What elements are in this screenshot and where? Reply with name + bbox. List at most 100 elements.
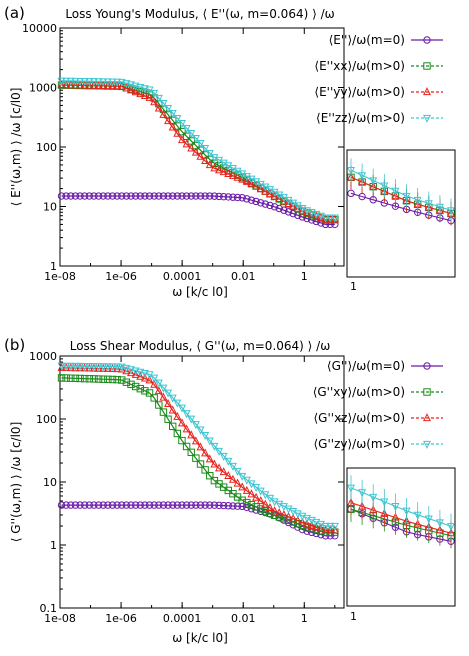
y-axis-label-a: ⟨ E''(ω,m) ⟩ /ω [c/l0] bbox=[9, 88, 23, 207]
data-point-a-3 bbox=[191, 135, 200, 144]
legend-marker-b-1 bbox=[423, 388, 431, 396]
data-point-b-2 bbox=[108, 363, 117, 372]
data-point-b-0 bbox=[57, 501, 66, 509]
data-point-b-2 bbox=[321, 525, 330, 534]
data-point-a-2 bbox=[293, 203, 302, 212]
y-tick-label-a: 100 bbox=[36, 141, 57, 154]
inset-point-b-3 bbox=[380, 498, 389, 507]
data-point-a-0 bbox=[266, 201, 274, 210]
data-point-a-2 bbox=[303, 208, 312, 217]
data-point-a-0 bbox=[219, 192, 228, 201]
data-point-b-3 bbox=[127, 366, 136, 375]
chart-title-b: Loss Shear Modulus, ⟨ G''(ω, m=0.064) ⟩ … bbox=[70, 339, 331, 353]
inset-point-a-3 bbox=[358, 172, 367, 181]
data-point-a-0 bbox=[178, 192, 186, 200]
data-point-b-2 bbox=[150, 379, 159, 388]
data-point-a-2 bbox=[164, 116, 173, 125]
data-point-b-2 bbox=[103, 363, 112, 372]
data-point-a-0 bbox=[284, 208, 293, 216]
data-point-b-0 bbox=[67, 501, 75, 509]
data-point-a-3 bbox=[103, 78, 112, 87]
data-point-a-2 bbox=[307, 209, 316, 218]
data-point-b-3 bbox=[233, 467, 242, 476]
data-point-b-2 bbox=[270, 506, 279, 515]
chart-title-a: Loss Young's Modulus, ⟨ E''(ω, m=0.064) … bbox=[65, 7, 334, 21]
data-point-b-2 bbox=[122, 366, 131, 375]
legend-marker-a-0 bbox=[423, 36, 431, 44]
inset-point-b-3 bbox=[424, 515, 433, 524]
data-point-b-1 bbox=[71, 374, 80, 383]
data-point-b-0 bbox=[219, 501, 228, 510]
y-tick-label-a: 1000 bbox=[29, 82, 57, 95]
data-point-b-2 bbox=[136, 371, 145, 380]
data-point-a-0 bbox=[182, 192, 191, 200]
data-point-a-0 bbox=[201, 192, 209, 200]
inset-line-a-0 bbox=[350, 192, 452, 222]
data-point-b-3 bbox=[330, 522, 339, 531]
data-point-a-2 bbox=[210, 163, 219, 172]
data-point-a-2 bbox=[205, 160, 214, 169]
data-point-b-3 bbox=[66, 362, 75, 371]
data-point-b-0 bbox=[164, 501, 172, 509]
data-point-b-2 bbox=[224, 470, 233, 479]
data-point-a-0 bbox=[150, 192, 158, 200]
data-point-a-0 bbox=[238, 194, 246, 202]
legend-label-b-3: ⟨G''zy⟩/ω(m>0) bbox=[314, 437, 406, 451]
y-tick-label-b: 100 bbox=[36, 413, 57, 426]
data-point-b-3 bbox=[168, 394, 177, 403]
inset-point-a-3 bbox=[424, 200, 433, 209]
data-point-b-2 bbox=[113, 364, 122, 373]
data-point-b-3 bbox=[326, 522, 335, 531]
data-point-b-2 bbox=[159, 392, 168, 401]
data-point-b-0 bbox=[159, 501, 168, 509]
data-point-a-2 bbox=[122, 83, 131, 92]
data-point-a-3 bbox=[99, 78, 108, 87]
inset-point-a-3 bbox=[435, 203, 444, 212]
data-point-a-3 bbox=[205, 149, 214, 159]
x-tick-label-a: 1e-06 bbox=[105, 270, 137, 283]
data-point-b-3 bbox=[210, 442, 219, 451]
data-point-a-0 bbox=[192, 192, 200, 200]
data-point-a-3 bbox=[136, 83, 145, 92]
data-point-b-3 bbox=[113, 363, 122, 372]
data-point-b-1 bbox=[150, 394, 158, 402]
data-point-a-0 bbox=[233, 193, 242, 202]
data-point-a-2 bbox=[62, 80, 71, 89]
data-point-a-2 bbox=[57, 80, 66, 89]
y-tick-label-a: 10000 bbox=[22, 22, 57, 35]
data-point-b-2 bbox=[293, 515, 302, 524]
data-point-a-2 bbox=[275, 194, 284, 203]
data-point-a-2 bbox=[173, 128, 182, 137]
inset-point-a-3 bbox=[413, 196, 422, 205]
data-point-b-1 bbox=[76, 374, 84, 383]
data-point-a-2 bbox=[228, 170, 237, 179]
data-point-b-2 bbox=[256, 496, 265, 505]
data-point-a-3 bbox=[131, 82, 140, 91]
inset-point-b-2 bbox=[369, 505, 378, 514]
data-point-a-0 bbox=[247, 196, 256, 204]
data-point-b-1 bbox=[169, 422, 177, 431]
data-point-a-2 bbox=[154, 103, 163, 112]
legend-marker-a-2 bbox=[422, 87, 432, 96]
data-point-a-2 bbox=[66, 80, 75, 89]
data-point-a-2 bbox=[140, 90, 149, 100]
data-point-b-1 bbox=[206, 472, 214, 480]
data-point-a-0 bbox=[289, 209, 297, 218]
data-point-b-3 bbox=[131, 367, 140, 376]
data-point-a-0 bbox=[252, 197, 260, 206]
data-point-a-2 bbox=[224, 168, 233, 178]
data-point-a-2 bbox=[312, 211, 321, 220]
data-point-b-1 bbox=[275, 513, 283, 521]
data-point-a-3 bbox=[140, 85, 149, 94]
data-point-b-0 bbox=[71, 501, 80, 509]
data-point-b-0 bbox=[206, 501, 214, 509]
data-point-b-1 bbox=[182, 442, 191, 451]
data-point-b-3 bbox=[136, 368, 145, 377]
data-point-b-0 bbox=[187, 501, 195, 509]
data-point-a-0 bbox=[243, 195, 251, 203]
inset-frame-a bbox=[346, 149, 456, 278]
data-point-b-0 bbox=[99, 501, 107, 509]
data-point-a-3 bbox=[154, 94, 163, 103]
data-point-a-0 bbox=[62, 192, 70, 200]
